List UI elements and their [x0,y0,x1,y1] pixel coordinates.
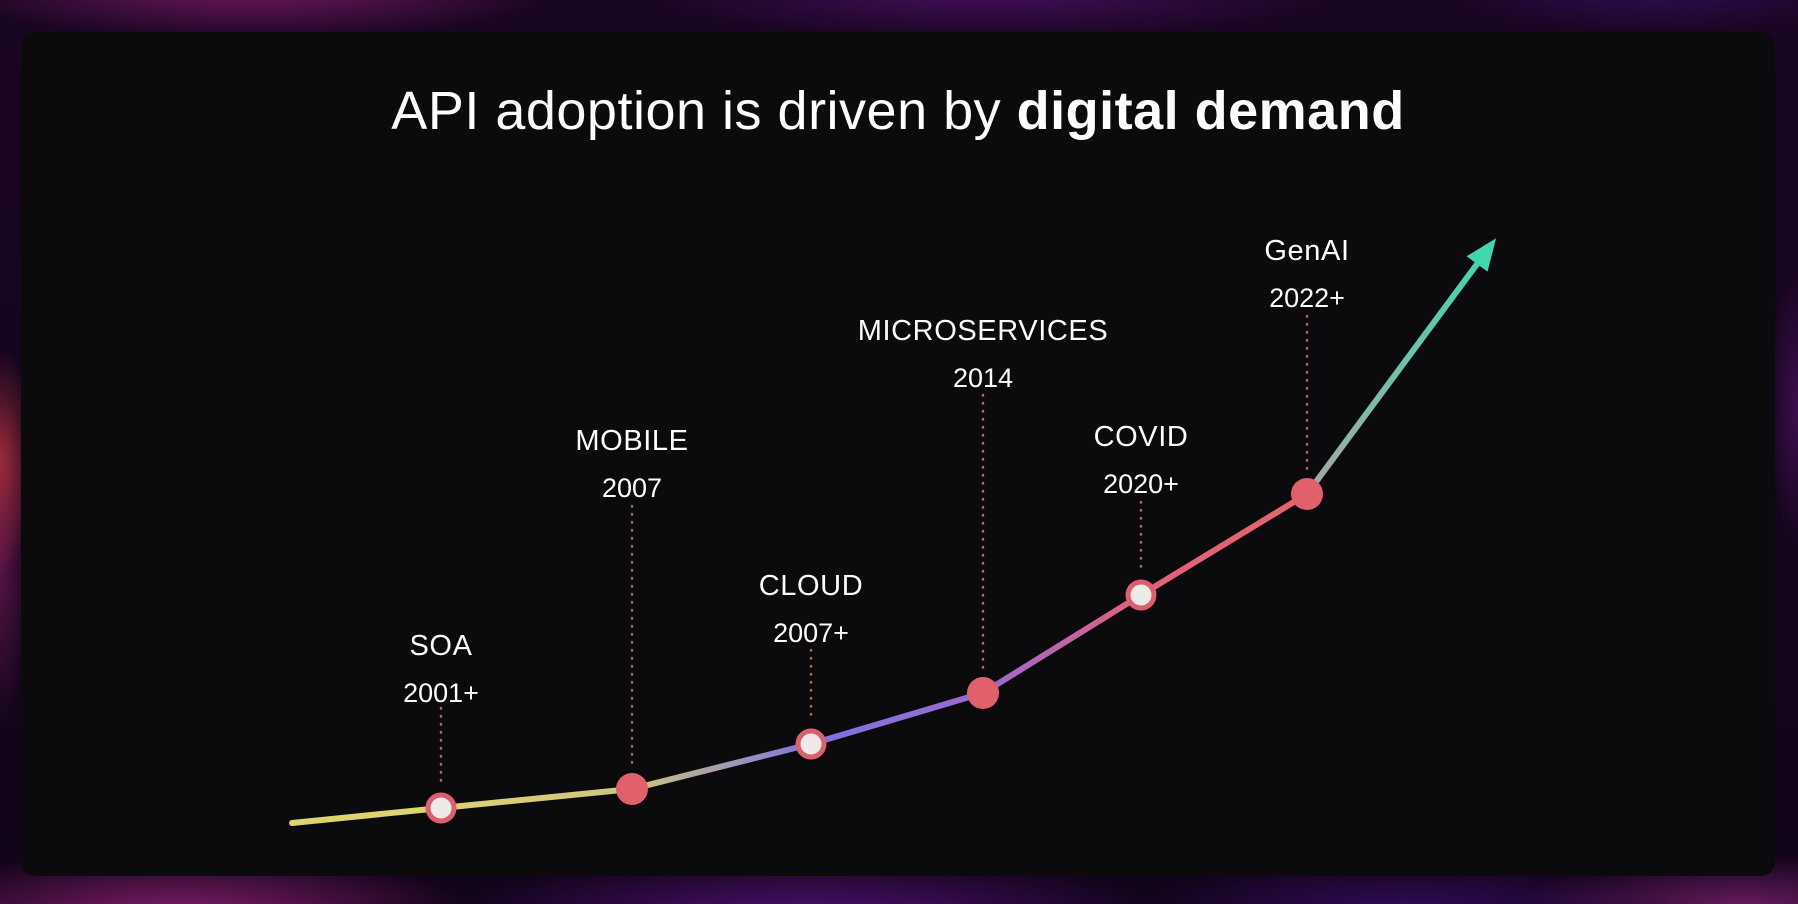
milestone-marker-microservices [967,677,999,709]
trend-line-segment [438,786,635,811]
milestone-marker-covid [1125,579,1157,611]
milestone-marker-soa [425,792,457,824]
trend-line-segment [980,592,1144,696]
trend-line-segment [629,741,814,792]
slide: API adoption is driven by digital demand… [21,32,1775,876]
slide-title: API adoption is driven by digital demand [21,80,1775,142]
trend-line-segment [1138,491,1310,598]
trend-line-segment [808,690,986,747]
trend-line-segment [289,805,444,826]
slide-title-regular: API adoption is driven by [391,81,1017,141]
milestone-marker-cloud [795,728,827,760]
slide-title-bold: digital demand [1016,81,1405,141]
timeline-svg [289,238,1497,826]
timeline-chart: SOA 2001+ MOBILE 2007 CLOUD 2007+ MICROSERVICE… [21,32,1775,876]
trend-line-segment [1304,238,1497,497]
milestone-marker-mobile [616,773,648,805]
milestone-marker-genai [1291,478,1323,510]
